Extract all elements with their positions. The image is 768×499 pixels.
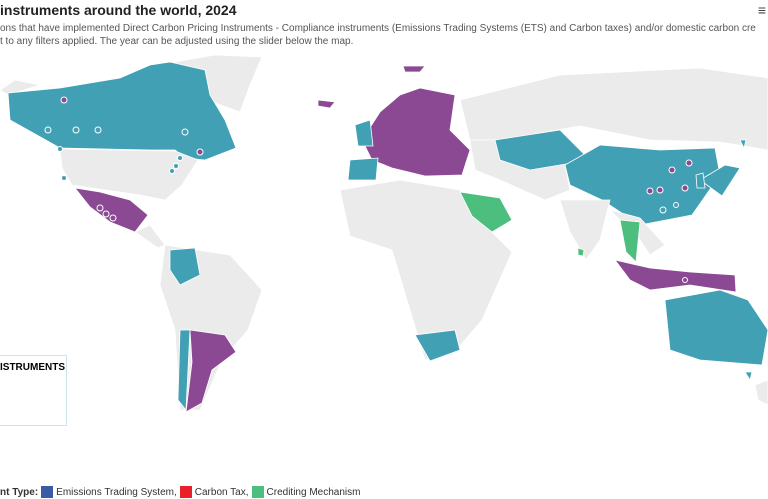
point (72, 126, 80, 134)
south-africa (414, 329, 461, 362)
indonesia (614, 259, 737, 293)
point (682, 277, 688, 283)
point (668, 166, 676, 174)
world-map (0, 54, 768, 413)
alaska (0, 79, 41, 96)
russia (459, 67, 768, 151)
point (173, 163, 179, 169)
korea (695, 172, 706, 189)
spain (347, 157, 379, 181)
point (109, 214, 117, 222)
china (564, 144, 721, 226)
point (181, 128, 189, 136)
legend-swatch (179, 486, 192, 498)
sri-lanka (577, 247, 585, 257)
legend-label: nt Type: (0, 486, 39, 498)
chile (177, 329, 191, 412)
legend-item[interactable]: Crediting Mechanism (266, 486, 361, 498)
legend-title: ISTRUMENTS (0, 362, 65, 373)
usa (59, 148, 199, 201)
point (659, 206, 667, 214)
title: instruments around the world, 2024 (0, 2, 237, 18)
footer-legend: nt Type: Emissions Trading System, Carbo… (0, 486, 360, 498)
subtitle: t to any filters applied. The year can b… (0, 36, 354, 47)
canada (7, 61, 237, 161)
point (656, 186, 664, 194)
point (44, 126, 52, 134)
saudi-arabia (459, 191, 513, 233)
uk (354, 119, 374, 147)
point (61, 175, 67, 181)
iceland (317, 99, 336, 109)
argentina (185, 329, 237, 413)
legend-item[interactable]: Emissions Trading System, (56, 486, 177, 498)
subtitle: ons that have implemented Direct Carbon … (0, 23, 756, 34)
countries (0, 54, 768, 413)
central-america (134, 224, 166, 249)
svalbard (402, 65, 426, 73)
point (57, 146, 63, 152)
tasmania (744, 371, 753, 382)
mexico (74, 187, 149, 233)
legend-box: ISTRUMENTS (0, 355, 67, 426)
kazakhstan (494, 129, 591, 171)
point (169, 168, 175, 174)
point (196, 148, 204, 156)
point (685, 159, 693, 167)
point (60, 96, 68, 104)
new-zealand (754, 379, 768, 406)
sakhalin (739, 139, 747, 150)
india (559, 199, 611, 261)
point (102, 210, 110, 218)
point (177, 155, 183, 161)
thailand (619, 219, 641, 263)
subnational-points (44, 96, 693, 283)
point (96, 204, 104, 212)
africa (339, 179, 513, 361)
point (646, 187, 654, 195)
menu-button[interactable]: ≡ (757, 2, 766, 18)
point (673, 202, 679, 208)
point (94, 126, 102, 134)
europe (361, 87, 471, 177)
legend-item[interactable]: Carbon Tax, (194, 486, 249, 498)
legend-swatch (251, 486, 264, 498)
legend-swatch (41, 486, 54, 498)
colombia (169, 247, 201, 286)
australia (664, 289, 768, 366)
point (681, 184, 689, 192)
japan (699, 164, 741, 197)
